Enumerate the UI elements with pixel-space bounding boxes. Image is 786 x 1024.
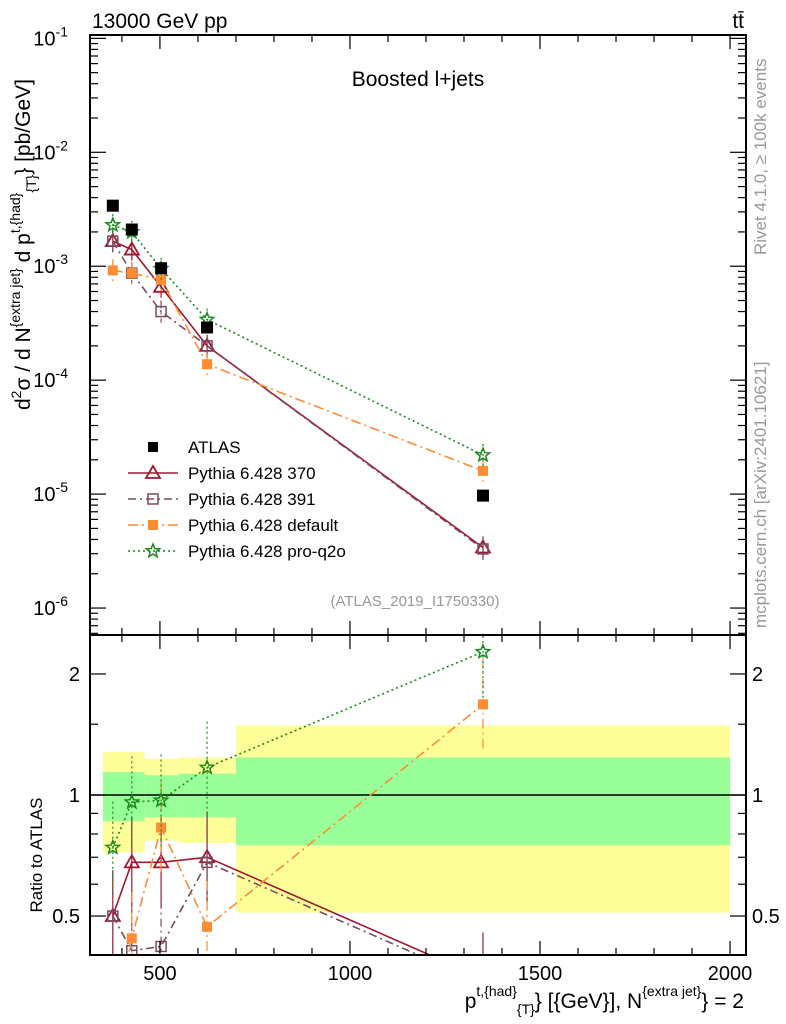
chart-marks: [104, 199, 492, 1024]
legend-label: Pythia 6.428 391: [188, 490, 316, 509]
data-point: [477, 543, 489, 555]
legend-entry: Pythia 6.428 391: [128, 490, 316, 509]
x-tick-label: 1500: [518, 963, 563, 985]
ratio-tick-label-left: 2: [69, 664, 80, 686]
ratio-point: [155, 940, 167, 953]
ratio-point: [123, 793, 141, 810]
y-tick-label: 10-5: [33, 479, 68, 506]
y-tick-label: 10-4: [33, 365, 68, 392]
atlas-data-point: [155, 262, 168, 275]
chart-title: Boosted l+jets: [352, 68, 485, 91]
data-point: [474, 446, 492, 463]
ratio-point: [126, 944, 138, 955]
ratio-tick-label-left: 0.5: [52, 906, 80, 928]
analysis-id: (ATLAS_2019_I1750330): [330, 593, 499, 610]
atlas-data-point: [201, 321, 214, 334]
ratio-band-green: [102, 772, 145, 822]
ratio-tick-label-right: 2: [752, 664, 763, 686]
data-point: [107, 265, 118, 276]
ratio-tick-label-right: 0.5: [752, 906, 780, 928]
ratio-tick-label-right: 1: [752, 785, 763, 807]
axes: 500 1000 1500 2000 10-1 10-2 10-3 10-4 10-5 10-6 0…: [33, 23, 780, 985]
ratio-point: [123, 853, 141, 869]
legend-label: Pythia 6.428 pro-q2o: [188, 542, 346, 561]
data-point: [202, 359, 213, 370]
side-text-top: Rivet 4.1.0, ≥ 100k events: [751, 59, 770, 255]
series-line: [112, 240, 484, 550]
ratio-bands: [90, 725, 746, 913]
y-tick-exponent: -4: [56, 365, 69, 381]
y-tick-label: 10-3: [33, 251, 68, 278]
y-tick-exponent: -2: [56, 137, 69, 153]
ratio-point: [477, 699, 488, 710]
legend: ATLAS Pythia 6.428 370 Pythia 6.428 391 Pyt…: [128, 438, 346, 561]
data-point: [201, 340, 213, 352]
legend-marker: [148, 520, 158, 530]
header-left: 13000 GeV pp: [92, 10, 227, 33]
y-tick-label: 10-2: [33, 137, 68, 164]
legend-entry: Pythia 6.428 pro-q2o: [128, 541, 346, 561]
main-panel-marks: [104, 199, 492, 561]
ratio-point: [108, 1019, 118, 1024]
data-point: [107, 235, 119, 247]
legend-entry: Pythia 6.428 370: [128, 464, 316, 483]
x-axis-label: pt,{had}{T}} [{GeV}], N{extra jet}} = 2: [465, 983, 744, 1017]
y-tick-label: 10-1: [33, 23, 68, 50]
x-tick-label: 500: [143, 963, 176, 985]
ratio-point: [202, 921, 213, 932]
y-tick-exponent: -1: [56, 23, 69, 39]
y-tick-exponent: -3: [56, 251, 69, 267]
legend-label: Pythia 6.428 370: [188, 464, 316, 483]
header-right: tt̄: [732, 10, 744, 33]
ratio-point: [107, 910, 119, 922]
ratio-point: [201, 856, 213, 869]
ratio-point: [476, 971, 490, 983]
ratio-ylabel: Ratio to ATLAS: [27, 798, 46, 913]
x-tick-label: 2000: [708, 963, 753, 985]
data-point: [156, 274, 167, 285]
ratio-point: [126, 933, 137, 944]
ratio-point: [156, 822, 167, 833]
ratio-band-green: [235, 757, 731, 846]
y-tick-label: 10-6: [33, 593, 68, 620]
data-point: [155, 305, 167, 318]
data-point: [477, 465, 488, 476]
ratio-series-line: [112, 861, 421, 955]
ratio-point: [104, 838, 122, 855]
legend-entry: ATLAS: [148, 438, 241, 457]
legend-marker: [144, 541, 162, 559]
y-axis-label: d2σ / d N{extra jet} d pt,{had}{T}} [pb/…: [7, 79, 39, 410]
ratio-point: [474, 642, 492, 660]
ratio-panel-marks: [104, 635, 492, 1024]
legend-marker: [144, 464, 162, 479]
data-point: [104, 215, 122, 233]
atlas-data-point: [125, 223, 138, 236]
data-point: [126, 268, 137, 279]
legend-label: Pythia 6.428 default: [188, 516, 339, 535]
atlas-data-point: [476, 489, 489, 502]
legend-marker: [147, 493, 159, 505]
y-tick-exponent: -5: [56, 479, 69, 495]
y-tick-exponent: -6: [56, 593, 69, 609]
x-tick-label: 1000: [328, 963, 373, 985]
data-point: [123, 240, 141, 256]
data-point: [152, 278, 170, 293]
ratio-tick-label-left: 1: [69, 785, 80, 807]
ratio-point: [198, 758, 216, 775]
ratio-point: [152, 791, 170, 808]
series-line: [112, 269, 484, 472]
legend-marker: [148, 442, 158, 452]
atlas-data-point: [106, 199, 119, 212]
series-line: [112, 224, 484, 456]
legend-entry: Pythia 6.428 default: [128, 516, 339, 535]
legend-label: ATLAS: [188, 438, 241, 457]
side-text-bottom: mcplots.cern.ch [arXiv:2401.10621]: [751, 362, 770, 628]
